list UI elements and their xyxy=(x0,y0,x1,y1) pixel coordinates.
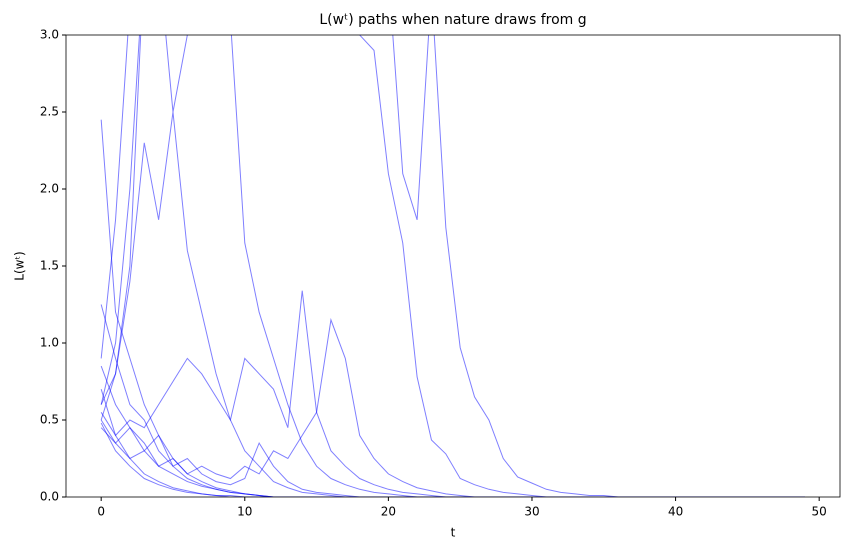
y-tick-label: 1.0 xyxy=(40,336,59,350)
x-tick-label: 0 xyxy=(97,505,105,519)
path-line xyxy=(100,119,805,497)
x-tick-label: 30 xyxy=(524,505,539,519)
y-tick-label: 1.5 xyxy=(40,259,59,273)
path-line xyxy=(100,35,805,497)
path-line xyxy=(100,290,805,497)
x-axis-label: t xyxy=(451,526,456,540)
y-axis-label: L(wᵗ) xyxy=(13,251,27,280)
path-line xyxy=(100,419,805,497)
path-line xyxy=(100,35,805,497)
plot-lines xyxy=(100,35,805,497)
path-line xyxy=(100,111,805,497)
x-tick-label: 50 xyxy=(812,505,827,519)
path-line xyxy=(100,389,805,497)
path-line xyxy=(100,317,805,497)
x-tick-label: 20 xyxy=(381,505,396,519)
path-line xyxy=(100,304,805,497)
y-tick-label: 0.5 xyxy=(40,413,59,427)
chart-title: L(wᵗ) paths when nature draws from g xyxy=(319,12,586,28)
y-tick-label: 2.0 xyxy=(40,182,59,196)
x-tick-label: 40 xyxy=(668,505,683,519)
x-tick-label: 10 xyxy=(237,505,252,519)
y-tick-label: 2.5 xyxy=(40,105,59,119)
y-tick-label: 3.0 xyxy=(40,28,59,42)
y-tick-label: 0.0 xyxy=(40,490,59,504)
